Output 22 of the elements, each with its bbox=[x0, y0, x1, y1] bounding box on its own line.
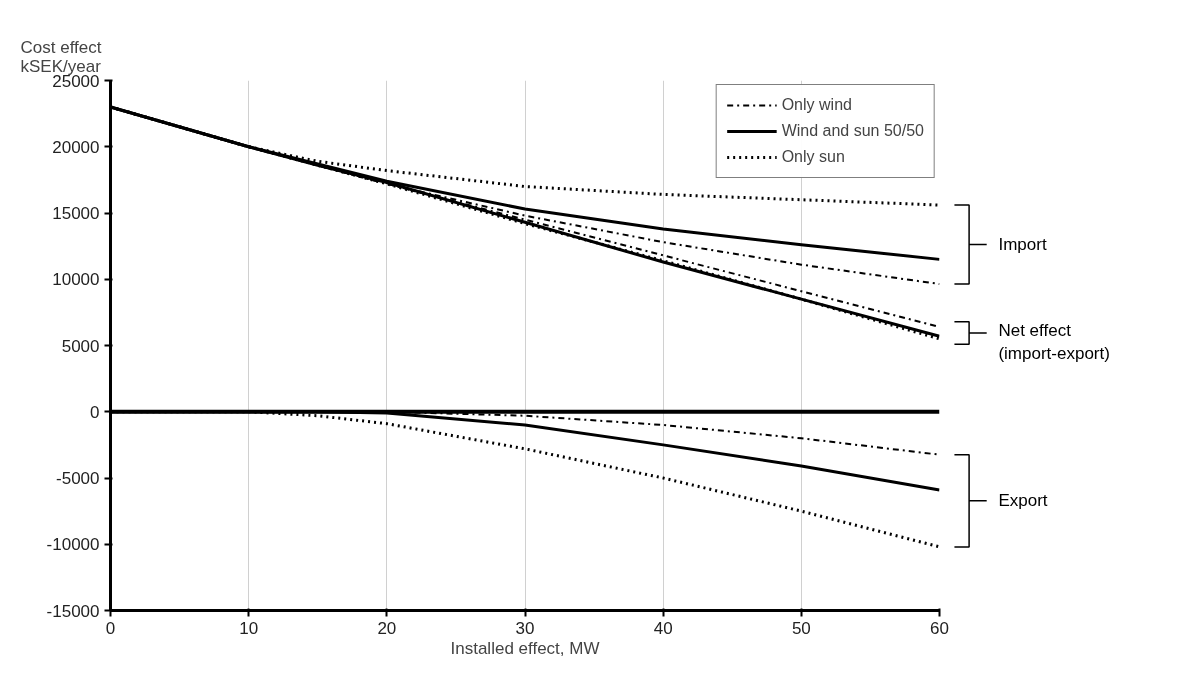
x-tick-label: 60 bbox=[930, 618, 949, 638]
text: Import bbox=[998, 235, 1047, 255]
x-axis-title: Installed effect, MW bbox=[450, 638, 600, 658]
y-tick-label: -5000 bbox=[56, 469, 100, 488]
legend-label: Wind and sun 50/50 bbox=[781, 122, 924, 140]
legend-label: Only wind bbox=[781, 96, 852, 114]
legend-label: Only sun bbox=[781, 148, 845, 166]
x-tick-label: 20 bbox=[377, 618, 397, 638]
x-tick-label: 0 bbox=[105, 618, 116, 638]
y-tick-label: 0 bbox=[90, 402, 100, 422]
y-tick-label: -15000 bbox=[46, 601, 100, 621]
y-tick-label: 20000 bbox=[52, 137, 100, 157]
y-tick-label: -10000 bbox=[46, 535, 100, 555]
x-tick-label: 40 bbox=[653, 618, 673, 638]
x-tick-label: 10 bbox=[239, 618, 259, 638]
text: Export bbox=[998, 491, 1048, 511]
x-tick-label: 30 bbox=[515, 618, 535, 638]
y-tick-label: 15000 bbox=[52, 204, 100, 223]
x-tick-label: 50 bbox=[791, 618, 811, 638]
text: Net effect (import-export) bbox=[998, 321, 1110, 363]
y-tick-label: 5000 bbox=[61, 336, 100, 356]
y-tick-label: 10000 bbox=[52, 270, 100, 290]
